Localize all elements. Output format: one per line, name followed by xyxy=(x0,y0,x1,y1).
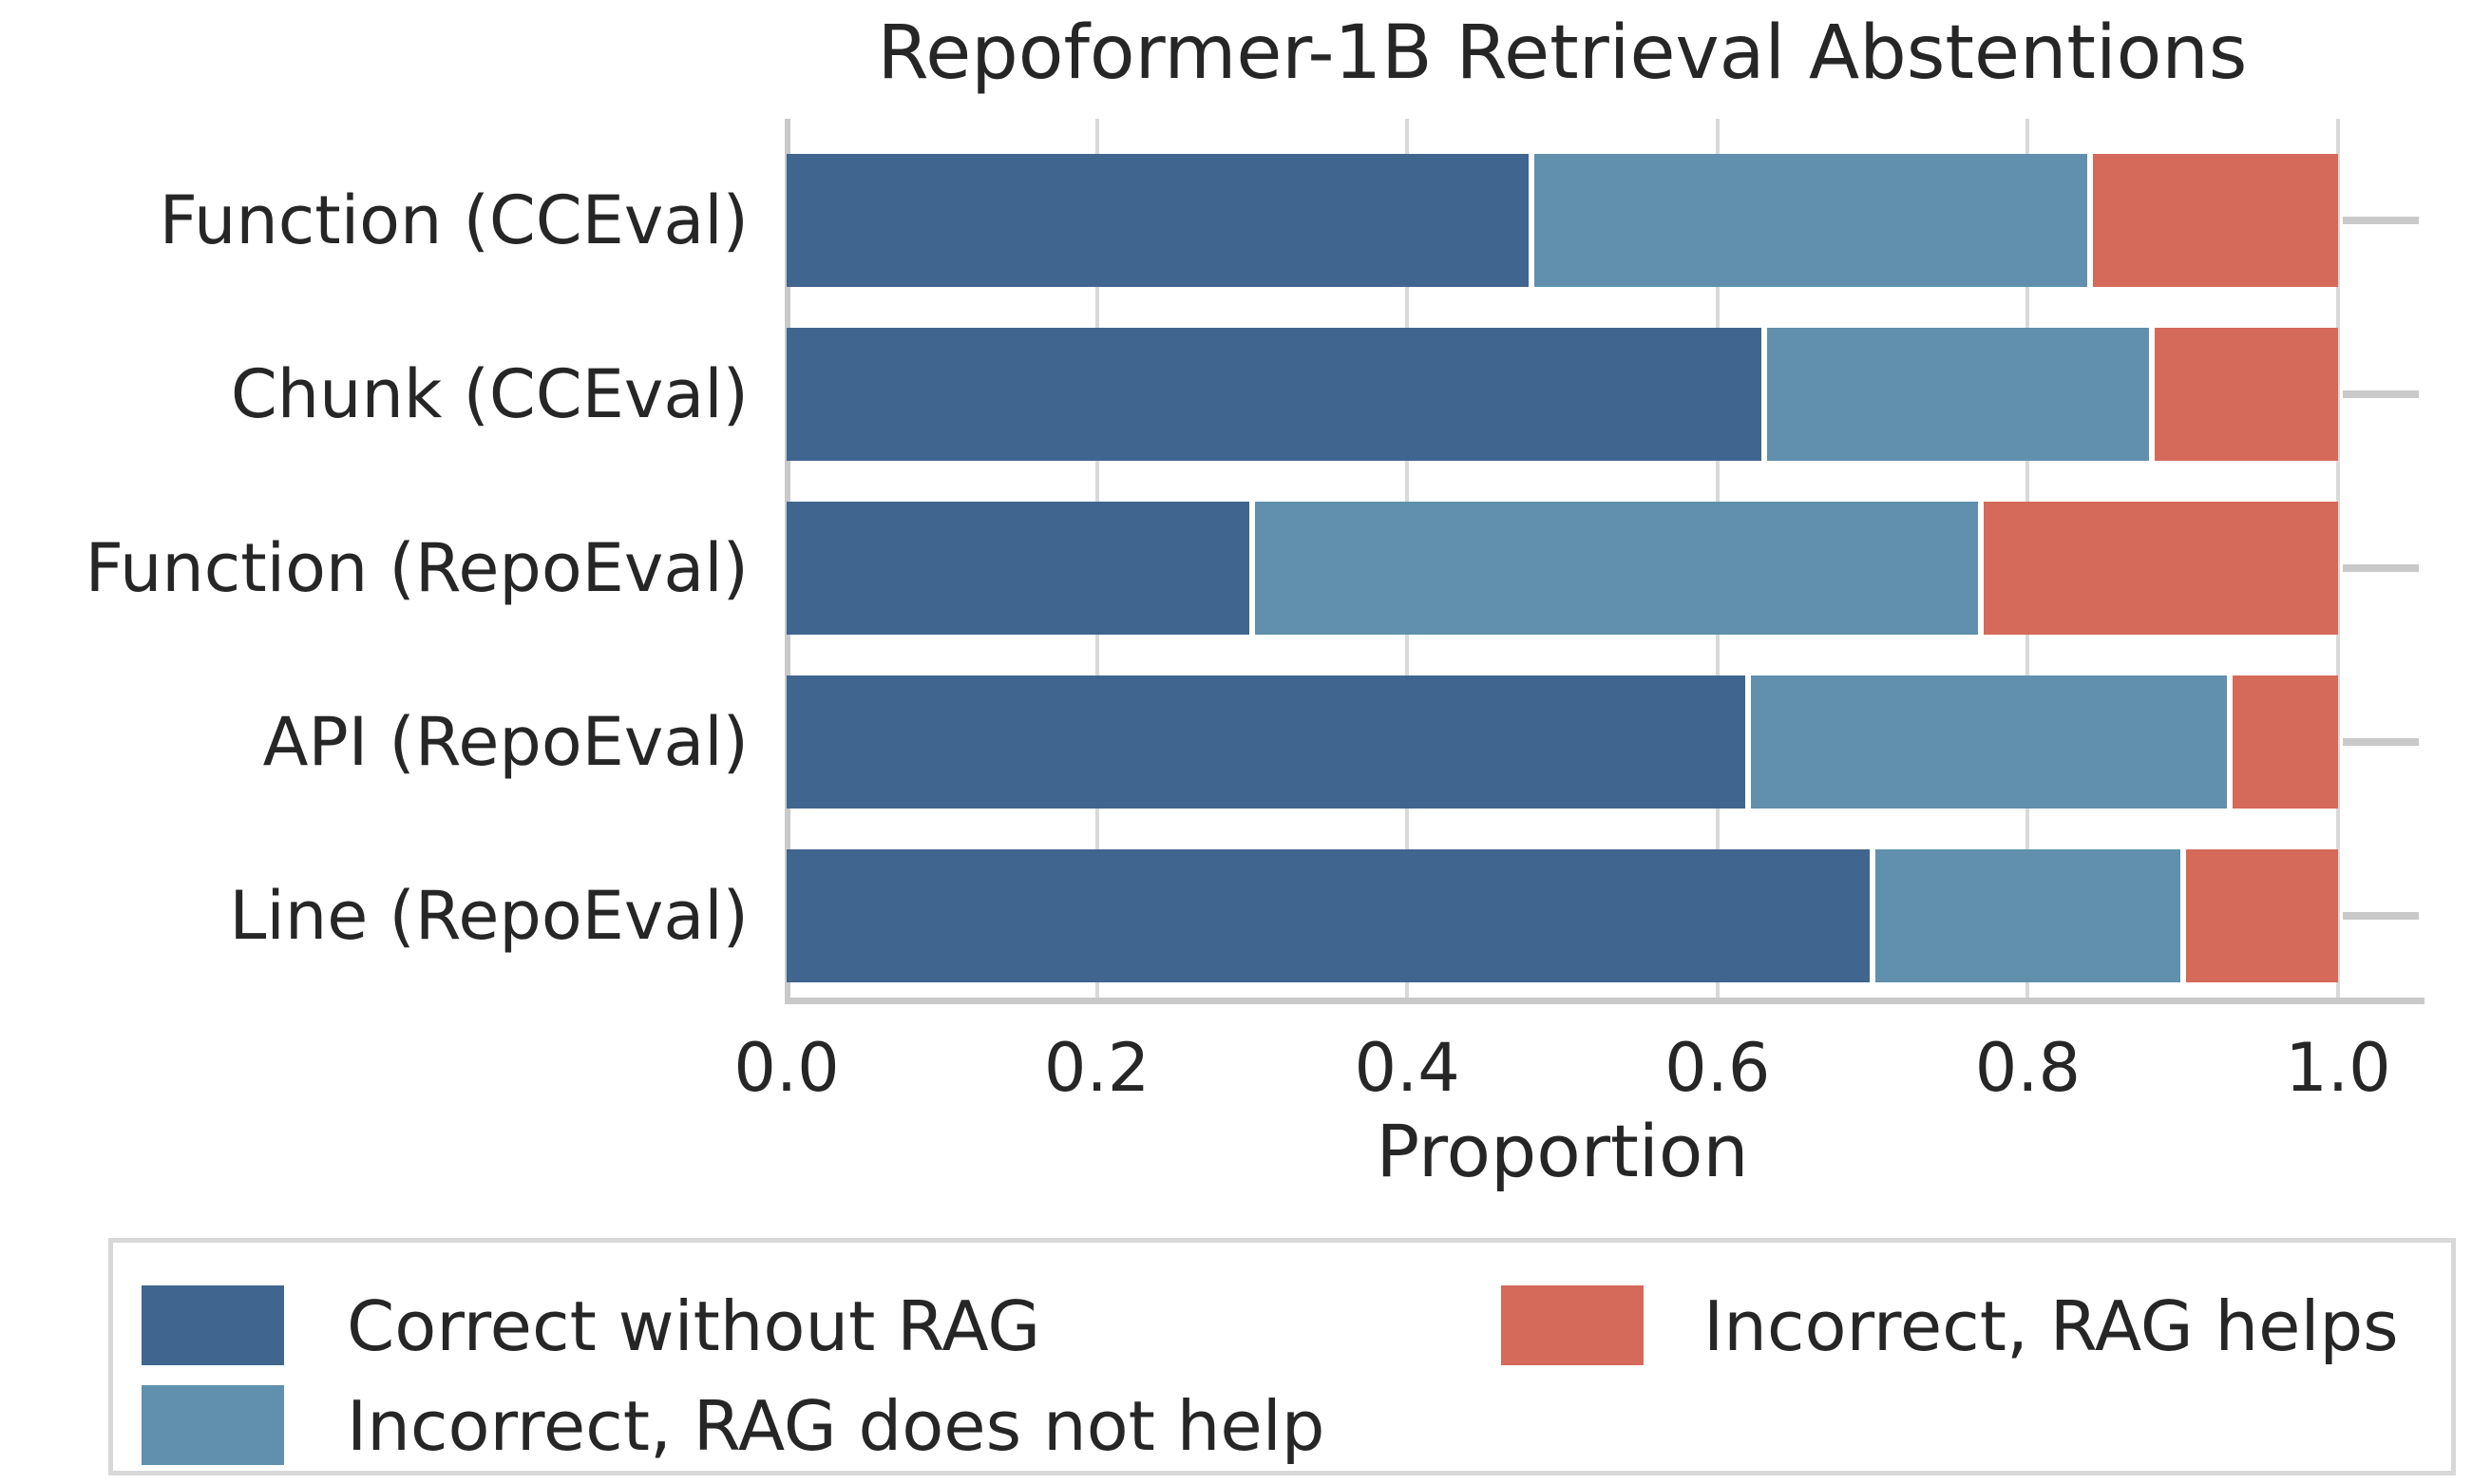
x-tick-label: 0.0 xyxy=(733,1029,840,1107)
bar-segment xyxy=(1984,502,2338,635)
bar-segment xyxy=(787,849,1871,982)
y-axis-tick xyxy=(2343,390,2419,398)
bar-segment xyxy=(787,328,1761,461)
y-tick-label: Line (RepoEval) xyxy=(229,877,749,955)
legend-swatch-incorrect-rag-helps xyxy=(1501,1285,1644,1365)
y-tick-label: Function (CCEval) xyxy=(159,181,749,259)
legend-label-correct-without-rag: Correct without RAG xyxy=(347,1286,1041,1366)
chart-title: Repoformer-1B Retrieval Abstentions xyxy=(877,10,2248,96)
bar-row xyxy=(787,502,2338,635)
bar-segment xyxy=(1254,502,1979,635)
bar-row xyxy=(787,849,2338,982)
bar-segment xyxy=(2185,849,2338,982)
bar-segment xyxy=(787,502,1249,635)
bar-row xyxy=(787,154,2338,287)
legend-label-incorrect-rag-does-not-help: Incorrect, RAG does not help xyxy=(347,1386,1325,1466)
bar-row xyxy=(787,675,2338,809)
bar-segment xyxy=(787,675,1746,809)
x-tick-label: 0.4 xyxy=(1354,1029,1460,1107)
bar-segment xyxy=(1533,154,2087,287)
x-tick-label: 1.0 xyxy=(2285,1029,2391,1107)
bar-segment xyxy=(2155,328,2338,461)
bar-row xyxy=(787,328,2338,461)
legend-swatch-correct-without-rag xyxy=(142,1285,284,1365)
bar-segment xyxy=(2232,675,2338,809)
bar-segment xyxy=(1751,675,2227,809)
y-axis-tick xyxy=(2343,564,2419,572)
y-axis-tick xyxy=(2343,738,2419,746)
legend-label-incorrect-rag-helps: Incorrect, RAG helps xyxy=(1703,1286,2399,1366)
y-axis-tick xyxy=(2343,912,2419,920)
legend-swatch-incorrect-rag-does-not-help xyxy=(142,1385,284,1465)
x-axis-label: Proportion xyxy=(1376,1109,1749,1193)
bar-segment xyxy=(787,154,1529,287)
x-tick-label: 0.2 xyxy=(1043,1029,1150,1107)
bar-segment xyxy=(1875,849,2180,982)
y-tick-label: Chunk (CCEval) xyxy=(230,355,749,433)
bar-segment xyxy=(2092,154,2338,287)
y-tick-label: API (RepoEval) xyxy=(262,703,749,781)
grid-line xyxy=(2336,119,2340,999)
x-tick-label: 0.8 xyxy=(1974,1029,2082,1107)
x-axis-spine xyxy=(785,998,2424,1004)
y-tick-label: Function (RepoEval) xyxy=(85,529,749,607)
bar-segment xyxy=(1766,328,2150,461)
legend: Correct without RAG Incorrect, RAG does … xyxy=(108,1238,2456,1475)
y-axis-tick xyxy=(2343,217,2419,224)
x-tick-label: 0.6 xyxy=(1664,1029,1771,1107)
